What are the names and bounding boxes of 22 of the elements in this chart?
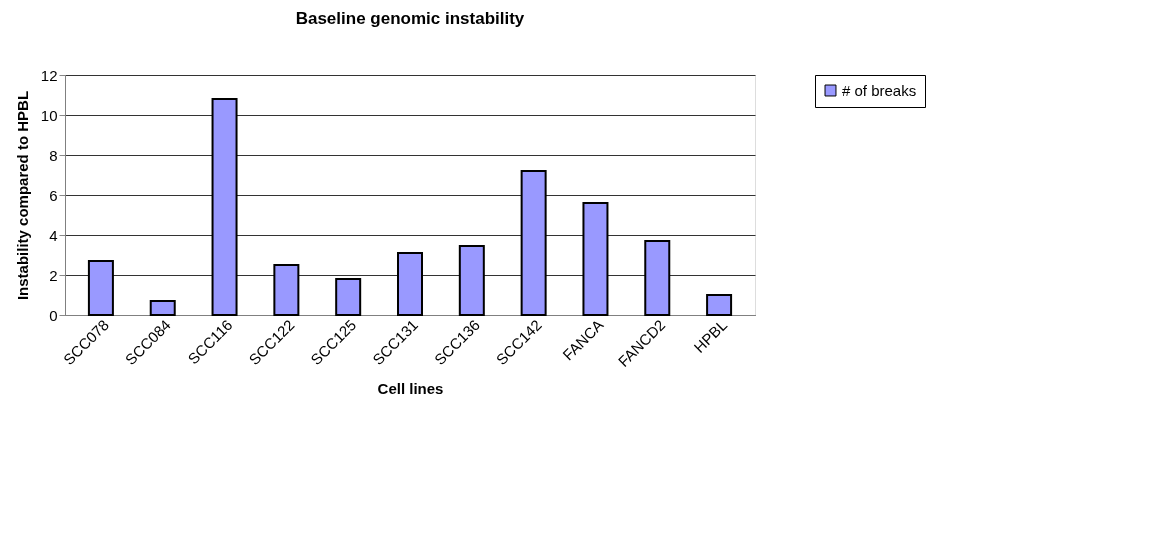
chart-title: Baseline genomic instability [295, 9, 525, 28]
bar [706, 294, 733, 316]
bar [273, 264, 300, 316]
bar [87, 260, 114, 316]
bar [458, 245, 485, 316]
bar [211, 98, 238, 316]
bar [397, 252, 423, 316]
bar [644, 240, 671, 316]
y-tick-label: 10 [40, 106, 58, 124]
bar [520, 170, 547, 316]
y-tick-label: 0 [49, 306, 58, 324]
x-axis-title: Cell lines [377, 379, 444, 397]
legend-label: # of breaks [842, 81, 917, 99]
y-tick-label: 4 [49, 226, 58, 244]
y-tick-label: 6 [49, 186, 58, 204]
bar [582, 202, 609, 316]
bar [335, 278, 362, 316]
y-tick-label: 8 [49, 146, 58, 164]
bar [149, 300, 176, 316]
y-tick-label: 12 [40, 66, 58, 84]
y-axis-title: Instability compared to HPBL [13, 90, 31, 301]
y-tick-label: 2 [49, 266, 58, 284]
